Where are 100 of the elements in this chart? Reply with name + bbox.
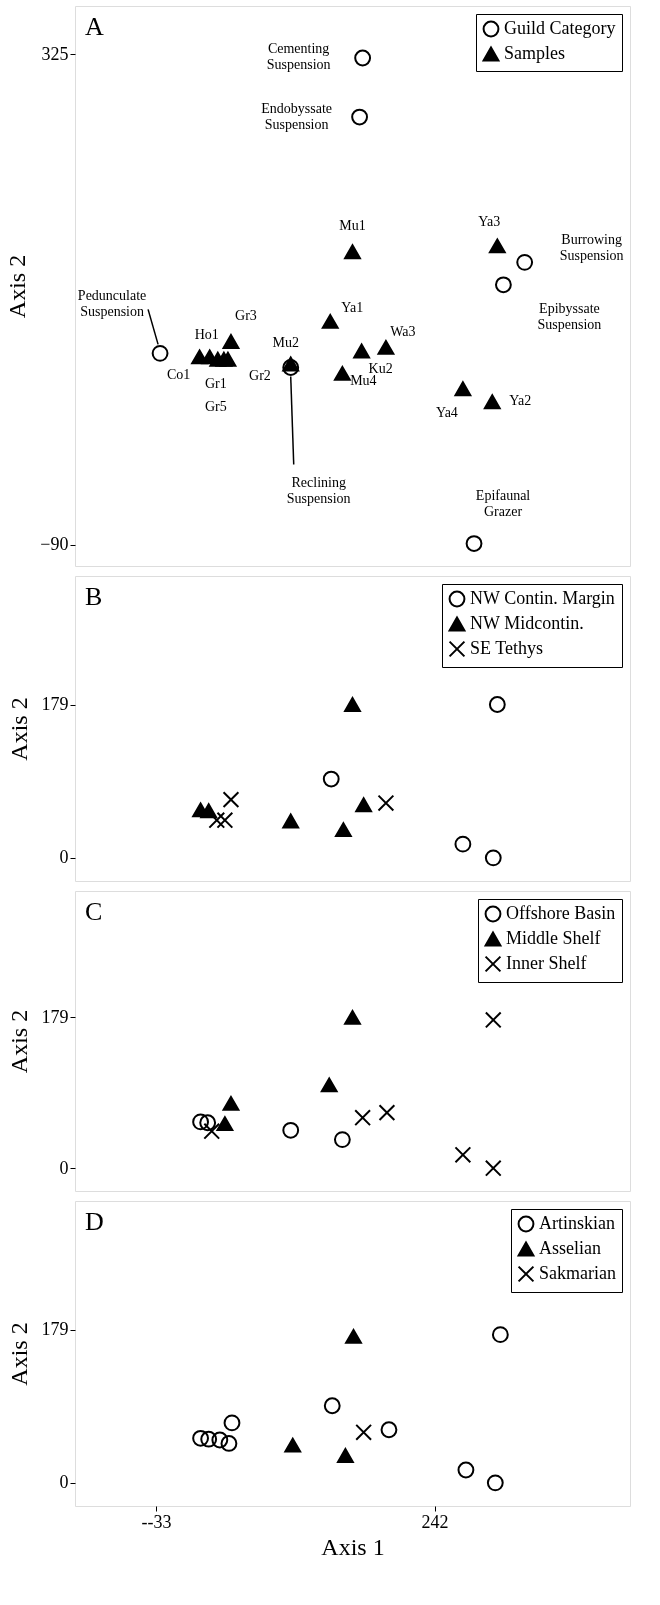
- point: [282, 356, 300, 372]
- point: [484, 1159, 502, 1177]
- point: [377, 794, 395, 812]
- point: [344, 697, 361, 712]
- annotation: Ku2: [368, 360, 393, 376]
- annotation: Ya4: [435, 404, 458, 420]
- point: [465, 535, 483, 552]
- legend-label: NW Midcontin.: [470, 613, 584, 633]
- point: [333, 366, 351, 381]
- y-axis-title: Axis 2: [5, 1322, 32, 1386]
- point: [219, 351, 237, 367]
- point: [203, 1122, 221, 1140]
- point: [355, 797, 373, 813]
- y-axis-title: Axis 2: [5, 697, 32, 761]
- y-tick-label: −90: [40, 534, 69, 555]
- point: [377, 340, 395, 355]
- legend-label: Offshore Basin: [506, 903, 616, 923]
- y-tick-label: 0: [59, 847, 69, 868]
- point: [222, 1095, 240, 1111]
- annotation: Wa3: [390, 324, 416, 340]
- point: [208, 811, 226, 829]
- point: [282, 1121, 300, 1139]
- x-tick-label: --33: [141, 1511, 172, 1532]
- point: [211, 1431, 229, 1449]
- point: [336, 1448, 354, 1463]
- annotation: Ya1: [341, 300, 364, 316]
- legend-label: Artinskian: [539, 1213, 615, 1233]
- legend-label: Guild Category: [504, 18, 616, 38]
- point: [354, 1109, 372, 1127]
- point: [216, 1116, 234, 1132]
- point: [199, 1114, 217, 1132]
- point: [192, 1113, 209, 1131]
- annotation: Ya2: [509, 392, 532, 408]
- annotation: Co1: [166, 366, 191, 382]
- point: [484, 1011, 502, 1029]
- chart-title: C: [85, 897, 103, 926]
- point: [454, 1146, 472, 1164]
- point: [488, 696, 506, 713]
- annotation: Pedunculate Suspension: [77, 288, 147, 320]
- annotation: Ho1: [194, 326, 219, 342]
- annotation: Gr3: [235, 307, 257, 323]
- point: [380, 1421, 398, 1439]
- point: [484, 849, 502, 867]
- annotation: Ya3: [478, 213, 501, 229]
- chart-title: A: [85, 12, 104, 41]
- point: [516, 253, 534, 271]
- point: [321, 314, 339, 329]
- x-tick-label: 242: [421, 1511, 449, 1532]
- point: [354, 49, 372, 67]
- annotation: Mu1: [339, 217, 366, 233]
- y-tick-label: 179: [41, 694, 69, 715]
- point: [344, 1009, 361, 1025]
- annotation: Mu2: [272, 334, 299, 350]
- point: [355, 1423, 373, 1441]
- point: [282, 359, 300, 376]
- point: [483, 394, 501, 410]
- point: [320, 1077, 338, 1093]
- annotation: Gr2: [249, 368, 271, 384]
- point: [323, 1397, 341, 1415]
- point: [220, 1435, 238, 1452]
- annotation: Gr5: [204, 399, 227, 415]
- legend-label: SE Tethys: [470, 638, 543, 658]
- annotation: Cementing Suspension: [266, 40, 331, 72]
- point: [454, 381, 472, 397]
- chart-title: D: [85, 1207, 104, 1236]
- point: [282, 813, 300, 829]
- point: [216, 811, 234, 829]
- y-tick-label: 0: [59, 1157, 69, 1178]
- point: [222, 791, 240, 809]
- y-axis-title: Axis 2: [5, 1009, 32, 1074]
- point: [488, 238, 506, 254]
- point: [344, 244, 361, 260]
- legend-label: Sakmarian: [539, 1263, 616, 1283]
- y-axis-title: Axis 2: [4, 254, 31, 319]
- annotation: Reclining Suspension: [286, 474, 351, 506]
- y-tick-label: 179: [41, 1319, 69, 1340]
- point: [334, 822, 352, 838]
- point: [284, 1437, 302, 1453]
- annotation: Epifaunal Grazer: [475, 487, 531, 519]
- point: [454, 835, 472, 853]
- point: [222, 334, 240, 349]
- point: [378, 1104, 396, 1122]
- legend-label: Asselian: [539, 1238, 601, 1258]
- y-tick-label: 179: [41, 1006, 69, 1027]
- point: [491, 1326, 509, 1344]
- annotation: Endobyssate Suspension: [261, 101, 332, 133]
- point: [345, 1328, 362, 1344]
- point: [351, 108, 369, 126]
- point: [486, 1474, 504, 1492]
- chart-title: B: [85, 582, 103, 611]
- legend-label: Inner Shelf: [506, 953, 587, 973]
- annotation: Burrowing Suspension: [559, 232, 624, 264]
- point: [200, 1430, 218, 1448]
- annotation: Mu4: [350, 373, 377, 389]
- point: [333, 1131, 351, 1148]
- point: [192, 1429, 209, 1447]
- point: [151, 344, 169, 362]
- point: [457, 1461, 475, 1479]
- annotation: Gr1: [204, 376, 227, 392]
- point: [223, 1414, 241, 1432]
